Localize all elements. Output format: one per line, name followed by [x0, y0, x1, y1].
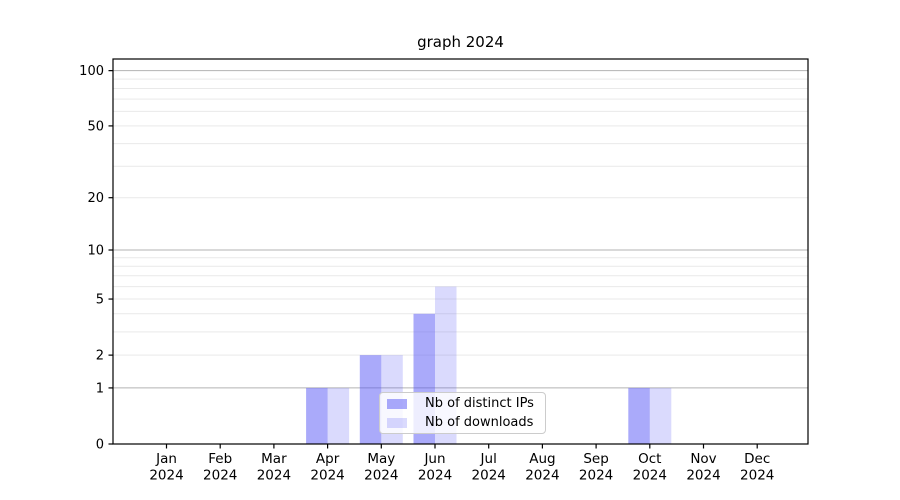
bar-distinct-ips-may: [359, 355, 382, 444]
y-tick-label: 5: [96, 293, 104, 308]
x-tick-label-month: Oct: [638, 451, 661, 467]
x-tick-label-year: 2024: [740, 468, 774, 484]
x-tick-label-month: Apr: [316, 451, 340, 467]
legend-swatch-distinct-ips-icon: [387, 398, 407, 409]
bar-downloads-oct: [649, 387, 672, 444]
x-tick-label-year: 2024: [686, 468, 720, 484]
legend-item-downloads: Nb of downloads: [387, 415, 545, 430]
x-tick-label-year: 2024: [472, 468, 506, 484]
x-tick-label-year: 2024: [633, 468, 667, 484]
y-tick-label: 1: [96, 381, 104, 396]
bar-downloads-apr: [327, 387, 350, 444]
x-tick-label-year: 2024: [525, 468, 559, 484]
x-tick-label-year: 2024: [418, 468, 452, 484]
y-tick-label: 10: [87, 244, 104, 259]
y-tick-label: 100: [79, 64, 104, 79]
x-tick-label-month: Jun: [423, 451, 445, 467]
x-tick-label-year: 2024: [203, 468, 237, 484]
y-tick-label: 50: [87, 119, 104, 134]
x-tick-label-year: 2024: [257, 468, 291, 484]
x-tick-label-month: Jan: [155, 451, 177, 467]
x-tick-label-year: 2024: [149, 468, 183, 484]
bar-distinct-ips-oct: [628, 387, 650, 444]
x-tick-label-month: Jul: [480, 451, 497, 467]
legend-label-distinct-ips: Nb of distinct IPs: [425, 396, 534, 411]
x-tick-label-month: Dec: [744, 451, 770, 467]
y-tick-label: 2: [96, 349, 104, 364]
x-tick-label-month: May: [367, 451, 395, 467]
x-tick-label-year: 2024: [364, 468, 398, 484]
x-tick-label-month: Feb: [208, 451, 232, 467]
legend-item-distinct-ips: Nb of distinct IPs: [387, 396, 545, 411]
y-tick-label: 20: [87, 191, 104, 206]
legend-swatch-downloads-icon: [387, 417, 407, 428]
x-tick-label-year: 2024: [310, 468, 344, 484]
x-tick-label-year: 2024: [579, 468, 613, 484]
axes-frame: [112, 58, 809, 445]
x-tick-label-month: Sep: [583, 451, 608, 467]
legend-label-downloads: Nb of downloads: [425, 415, 534, 430]
legend: Nb of distinct IPs Nb of downloads: [379, 392, 546, 434]
y-tick-label: 0: [96, 438, 104, 453]
x-tick-label-month: Mar: [261, 451, 287, 467]
bar-distinct-ips-apr: [306, 387, 328, 444]
chart-title: graph 2024: [417, 33, 504, 51]
x-tick-label-month: Nov: [690, 451, 716, 467]
x-tick-label-month: Aug: [529, 451, 555, 467]
